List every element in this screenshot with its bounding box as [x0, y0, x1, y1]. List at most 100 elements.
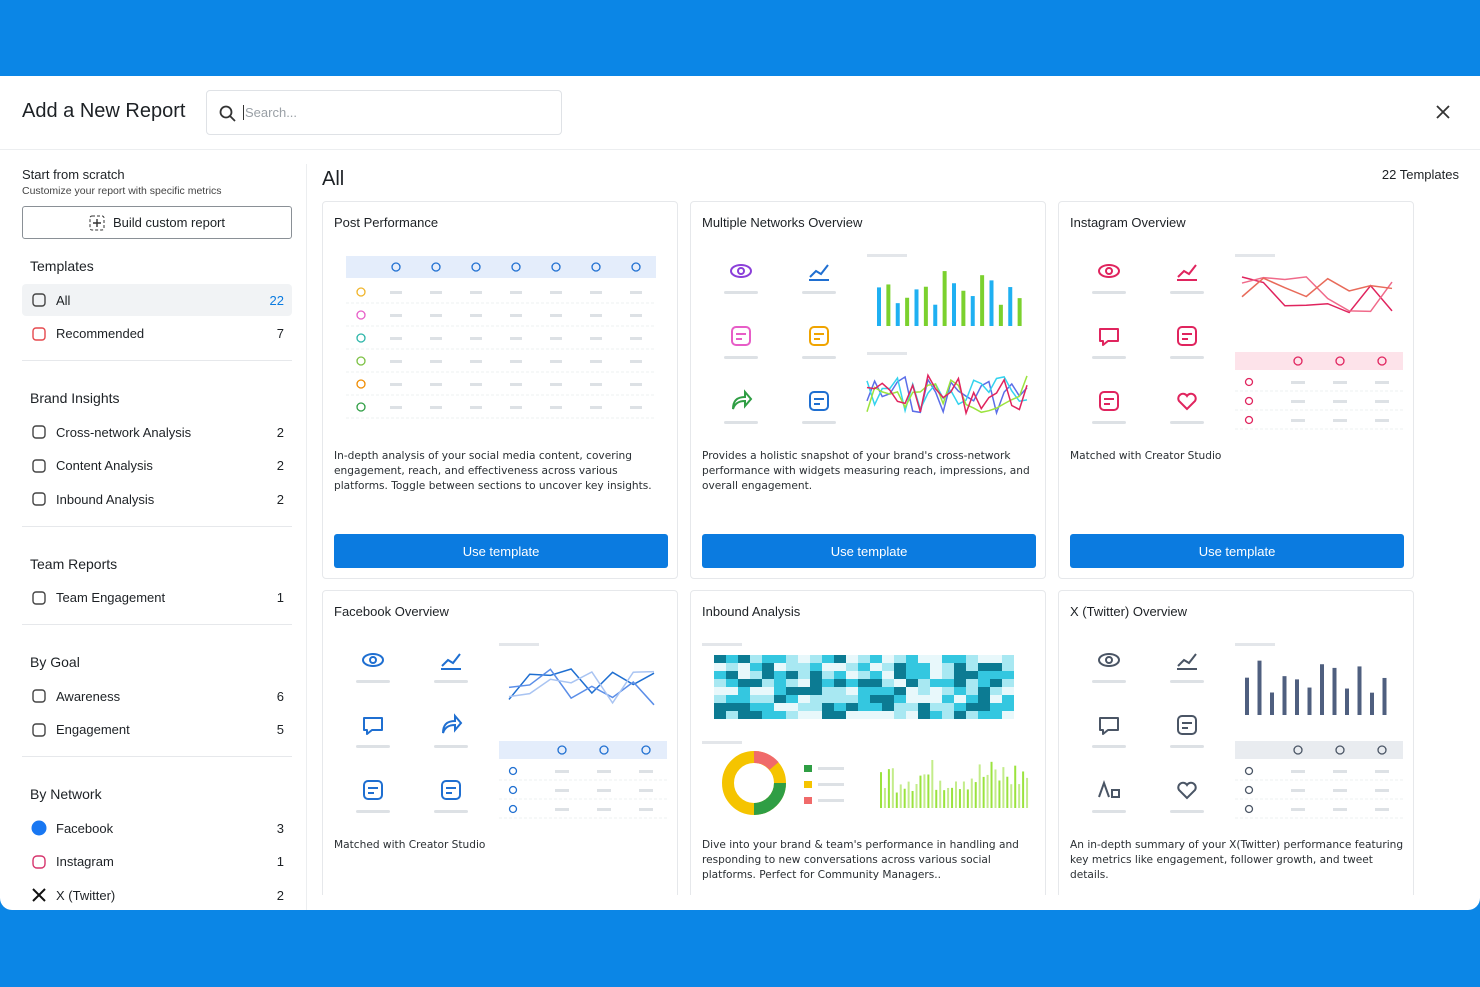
icon	[809, 326, 829, 346]
donut	[753, 782, 786, 815]
thumb-bar	[1022, 771, 1025, 808]
placeholder	[630, 314, 642, 317]
heat-cell	[762, 687, 774, 695]
heat-cell	[918, 711, 930, 719]
placeholder	[470, 337, 482, 340]
heat-cell	[822, 687, 834, 695]
heat-cell	[870, 695, 882, 703]
placeholder	[510, 406, 522, 409]
heat-cell	[882, 671, 894, 679]
heat-cell	[810, 711, 822, 719]
use-template-button[interactable]: Use template	[334, 534, 668, 568]
divider	[22, 624, 292, 625]
placeholder	[1375, 419, 1389, 422]
heat-cell	[762, 663, 774, 671]
x-icon	[32, 888, 46, 902]
heat-cell	[834, 711, 846, 719]
placeholder	[818, 767, 844, 770]
placeholder	[1170, 356, 1204, 359]
nav-item[interactable]: Content Analysis 2	[22, 450, 292, 482]
template-card[interactable]: X (Twitter) Overview An in-depth summary …	[1058, 590, 1414, 895]
thumb-bar	[1382, 677, 1387, 715]
heat-cell	[882, 655, 894, 663]
placeholder	[639, 770, 653, 773]
thumb-bar	[1357, 666, 1362, 715]
thumb-icon	[356, 379, 366, 389]
heat-cell	[942, 679, 954, 687]
nav-item[interactable]: Inbound Analysis 2	[22, 483, 292, 515]
use-template-button[interactable]: Use template	[1070, 534, 1404, 568]
nav-icon	[32, 590, 46, 605]
use-template-button[interactable]: Use template	[702, 534, 1036, 568]
thumb-line	[1241, 277, 1393, 298]
nav-item[interactable]: Engagement 5	[22, 714, 292, 746]
placeholder	[1375, 400, 1389, 403]
icon	[814, 398, 824, 405]
heat-cell	[822, 671, 834, 679]
heat-cell	[858, 655, 870, 663]
heat-cell	[822, 711, 834, 719]
card-thumbnail	[346, 256, 656, 419]
heat-cell	[846, 695, 858, 703]
nav-item[interactable]: All 22	[22, 284, 292, 316]
icon	[442, 713, 463, 734]
divider	[306, 164, 307, 910]
heat-cell	[822, 695, 834, 703]
template-card[interactable]: Multiple Networks Overview Provides a hol…	[690, 201, 1046, 579]
card-title: Multiple Networks Overview	[702, 215, 863, 230]
heat-cell	[750, 695, 762, 703]
heat-cell	[954, 687, 966, 695]
nav-item[interactable]: X (Twitter) 2	[22, 879, 292, 910]
placeholder	[1333, 381, 1347, 384]
heat-cell	[834, 703, 846, 711]
template-card[interactable]: Instagram Overview Matched with Creator S…	[1058, 201, 1414, 579]
thumb-bar	[1026, 777, 1029, 808]
heat-cell	[834, 679, 846, 687]
nav-item[interactable]: Recommended 7	[22, 318, 292, 350]
heat-cell	[1002, 671, 1014, 679]
build-custom-button[interactable]: Build custom report	[22, 206, 292, 239]
template-card[interactable]: Inbound Analysis Dive into your brand & t…	[690, 590, 1046, 895]
close-button[interactable]	[1436, 105, 1450, 119]
placeholder	[818, 783, 844, 786]
heat-cell	[870, 711, 882, 719]
search-box[interactable]: Search...	[206, 90, 562, 135]
heat-cell	[798, 711, 810, 719]
heat-cell	[942, 703, 954, 711]
nav-item[interactable]: Cross-network Analysis 2	[22, 416, 292, 448]
heat-cell	[714, 655, 726, 663]
nav-icon	[32, 293, 46, 307]
nav-item[interactable]: Team Engagement 1	[22, 582, 292, 614]
heat-cell	[774, 703, 786, 711]
heat-cell	[930, 655, 942, 663]
template-card[interactable]: Facebook Overview Matched with Creator St…	[322, 590, 678, 895]
heat-cell	[918, 655, 930, 663]
heat-cell	[870, 655, 882, 663]
icon	[1182, 333, 1192, 340]
nav-item[interactable]: Awareness 6	[22, 680, 292, 712]
placeholder	[597, 808, 611, 811]
heat-cell	[1002, 687, 1014, 695]
heat-cell	[810, 663, 822, 671]
heat-cell	[990, 703, 1002, 711]
divider	[22, 360, 292, 361]
nav-item[interactable]: Instagram 1	[22, 846, 292, 878]
thumb-icon	[599, 745, 609, 755]
template-card[interactable]: Post Performance In-depth analysis of you…	[322, 201, 678, 579]
heat-cell	[834, 663, 846, 671]
icon	[814, 333, 824, 340]
placeholder	[550, 406, 562, 409]
nav-icon	[32, 888, 46, 902]
nav-count: 3	[276, 820, 284, 836]
heat-cell	[822, 663, 834, 671]
legend-swatch	[804, 765, 812, 772]
placeholder	[630, 360, 642, 363]
icon	[1099, 717, 1119, 735]
placeholder	[470, 406, 482, 409]
heat-cell	[906, 671, 918, 679]
nav-icon	[31, 820, 47, 836]
nav-item[interactable]: Facebook 3	[22, 812, 292, 844]
placeholder	[430, 337, 442, 340]
placeholder	[630, 291, 642, 294]
icon-shape	[32, 590, 46, 605]
